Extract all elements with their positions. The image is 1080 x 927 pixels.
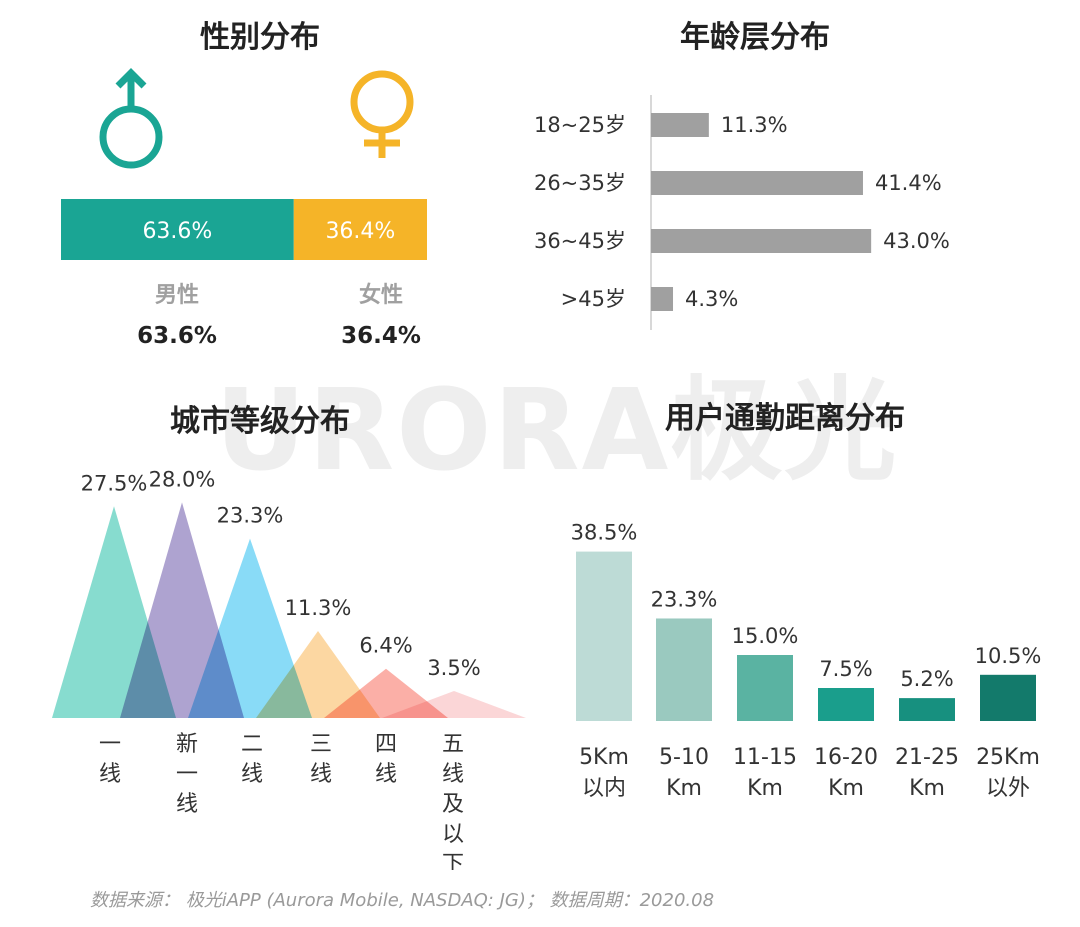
svg-text:Km: Km bbox=[828, 776, 864, 801]
commute-value-label-3: 7.5% bbox=[819, 657, 872, 681]
commute-category-label-3: 16-20 Km bbox=[814, 745, 878, 801]
svg-text:线: 线 bbox=[375, 762, 397, 787]
female-icon bbox=[350, 70, 414, 158]
svg-text:21-25: 21-25 bbox=[895, 745, 959, 770]
commute-category-label-1: 5-10 Km bbox=[659, 745, 709, 801]
commute-value-label-4: 5.2% bbox=[900, 667, 953, 691]
gender-chart: 63.6% 36.4% 男性 63.6% 女性 36.4% bbox=[61, 68, 427, 349]
city-triangle-2 bbox=[188, 538, 312, 718]
city-category-label-0: 一线 bbox=[99, 732, 121, 787]
age-category-label-1: 26~35岁 bbox=[534, 171, 626, 195]
age-value-label-2: 43.0% bbox=[883, 229, 950, 253]
gender-category-0: 男性 bbox=[155, 283, 199, 308]
svg-text:5-10: 5-10 bbox=[659, 745, 709, 770]
city-value-label-4: 6.4% bbox=[359, 634, 412, 658]
commute-category-label-2: 11-15 Km bbox=[733, 745, 797, 801]
svg-text:五: 五 bbox=[442, 732, 464, 757]
commute-value-label-0: 38.5% bbox=[571, 521, 638, 545]
age-bar-3 bbox=[651, 287, 674, 311]
city-chart-title: 城市等级分布 bbox=[170, 404, 350, 439]
age-bar-1 bbox=[651, 171, 863, 195]
age-value-label-1: 41.4% bbox=[875, 171, 942, 195]
svg-text:一: 一 bbox=[176, 762, 198, 787]
city-value-label-5: 3.5% bbox=[427, 656, 480, 680]
svg-text:线: 线 bbox=[442, 762, 464, 787]
gender-value-1: 36.4% bbox=[341, 323, 421, 349]
gender-bar-0 bbox=[61, 199, 294, 260]
gender-chart-title: 性别分布 bbox=[200, 20, 320, 55]
age-bar-2 bbox=[651, 229, 872, 253]
svg-text:以外: 以外 bbox=[986, 776, 1030, 801]
svg-text:线: 线 bbox=[310, 762, 332, 787]
city-chart: 27.5%一线28.0%新一线23.3%二线11.3%三线6.4%四线3.5%五… bbox=[52, 467, 526, 870]
svg-text:11-15: 11-15 bbox=[733, 745, 797, 770]
commute-category-label-0: 5Km 以内 bbox=[579, 745, 629, 801]
age-value-label-3: 4.3% bbox=[685, 287, 738, 311]
gender-category-1: 女性 bbox=[359, 282, 403, 308]
commute-bar-4 bbox=[899, 698, 955, 721]
commute-bar-1 bbox=[656, 618, 712, 721]
city-triangle-3 bbox=[256, 630, 380, 718]
svg-text:线: 线 bbox=[176, 792, 198, 817]
city-value-label-2: 23.3% bbox=[217, 504, 284, 528]
commute-bar-5 bbox=[980, 674, 1036, 721]
svg-text:5Km: 5Km bbox=[579, 745, 629, 770]
city-value-label-3: 11.3% bbox=[285, 596, 352, 620]
commute-category-label-5: 25Km 以外 bbox=[976, 745, 1040, 801]
city-value-label-1: 28.0% bbox=[149, 467, 216, 491]
city-category-label-4: 四线 bbox=[375, 732, 397, 787]
city-category-label-3: 三线 bbox=[310, 732, 332, 787]
gender-bar-label-1: 36.4% bbox=[325, 219, 395, 244]
gender-bar-label-0: 63.6% bbox=[142, 219, 212, 244]
commute-bar-2 bbox=[737, 655, 793, 721]
gender-value-0: 63.6% bbox=[137, 323, 217, 349]
svg-text:及: 及 bbox=[442, 792, 464, 817]
svg-text:Km: Km bbox=[909, 776, 945, 801]
commute-chart-title: 用户通勤距离分布 bbox=[665, 401, 905, 436]
svg-text:线: 线 bbox=[241, 762, 263, 787]
age-chart-title: 年龄层分布 bbox=[680, 20, 830, 55]
svg-text:25Km: 25Km bbox=[976, 745, 1040, 770]
data-source-footer: 数据来源： 极光iAPP (Aurora Mobile, NASDAQ: JG)… bbox=[90, 890, 715, 911]
city-category-label-1: 新一线 bbox=[176, 732, 198, 817]
aurora-watermark: URORA极光 bbox=[215, 366, 899, 496]
commute-value-label-1: 23.3% bbox=[651, 587, 718, 611]
svg-text:四: 四 bbox=[375, 732, 397, 757]
age-value-label-0: 11.3% bbox=[721, 113, 788, 137]
svg-text:三: 三 bbox=[310, 732, 332, 757]
svg-text:下: 下 bbox=[442, 852, 464, 870]
svg-text:16-20: 16-20 bbox=[814, 745, 878, 770]
commute-bar-0 bbox=[576, 551, 632, 721]
age-chart: 18~25岁 11.3% 26~35岁 41.4% 36~45岁 43.0% >45岁 4.3… bbox=[534, 95, 950, 330]
city-value-label-0: 27.5% bbox=[81, 471, 148, 495]
svg-text:Km: Km bbox=[666, 776, 702, 801]
city-triangle-5 bbox=[382, 691, 526, 718]
city-category-label-2: 二线 bbox=[241, 732, 263, 787]
commute-chart: 38.5% 5Km 以内 23.3% 5-10 Km 15.0% 11-15 Km 7.5% 16-… bbox=[571, 521, 1042, 801]
svg-text:线: 线 bbox=[99, 762, 121, 787]
gender-bar-1 bbox=[293, 199, 427, 260]
age-category-label-3: >45岁 bbox=[561, 287, 626, 311]
male-icon bbox=[99, 68, 163, 169]
svg-text:新: 新 bbox=[176, 732, 198, 757]
commute-value-label-2: 15.0% bbox=[732, 624, 799, 648]
age-category-label-2: 36~45岁 bbox=[534, 229, 626, 253]
commute-value-label-5: 10.5% bbox=[975, 644, 1042, 668]
commute-category-label-4: 21-25 Km bbox=[895, 745, 959, 801]
svg-text:一: 一 bbox=[99, 732, 121, 757]
age-bar-0 bbox=[651, 113, 709, 137]
svg-text:以内: 以内 bbox=[582, 776, 626, 801]
age-category-label-0: 18~25岁 bbox=[534, 113, 626, 137]
commute-bar-3 bbox=[818, 688, 874, 721]
svg-text:Km: Km bbox=[747, 776, 783, 801]
svg-text:以: 以 bbox=[442, 822, 464, 847]
svg-text:二: 二 bbox=[241, 732, 263, 757]
